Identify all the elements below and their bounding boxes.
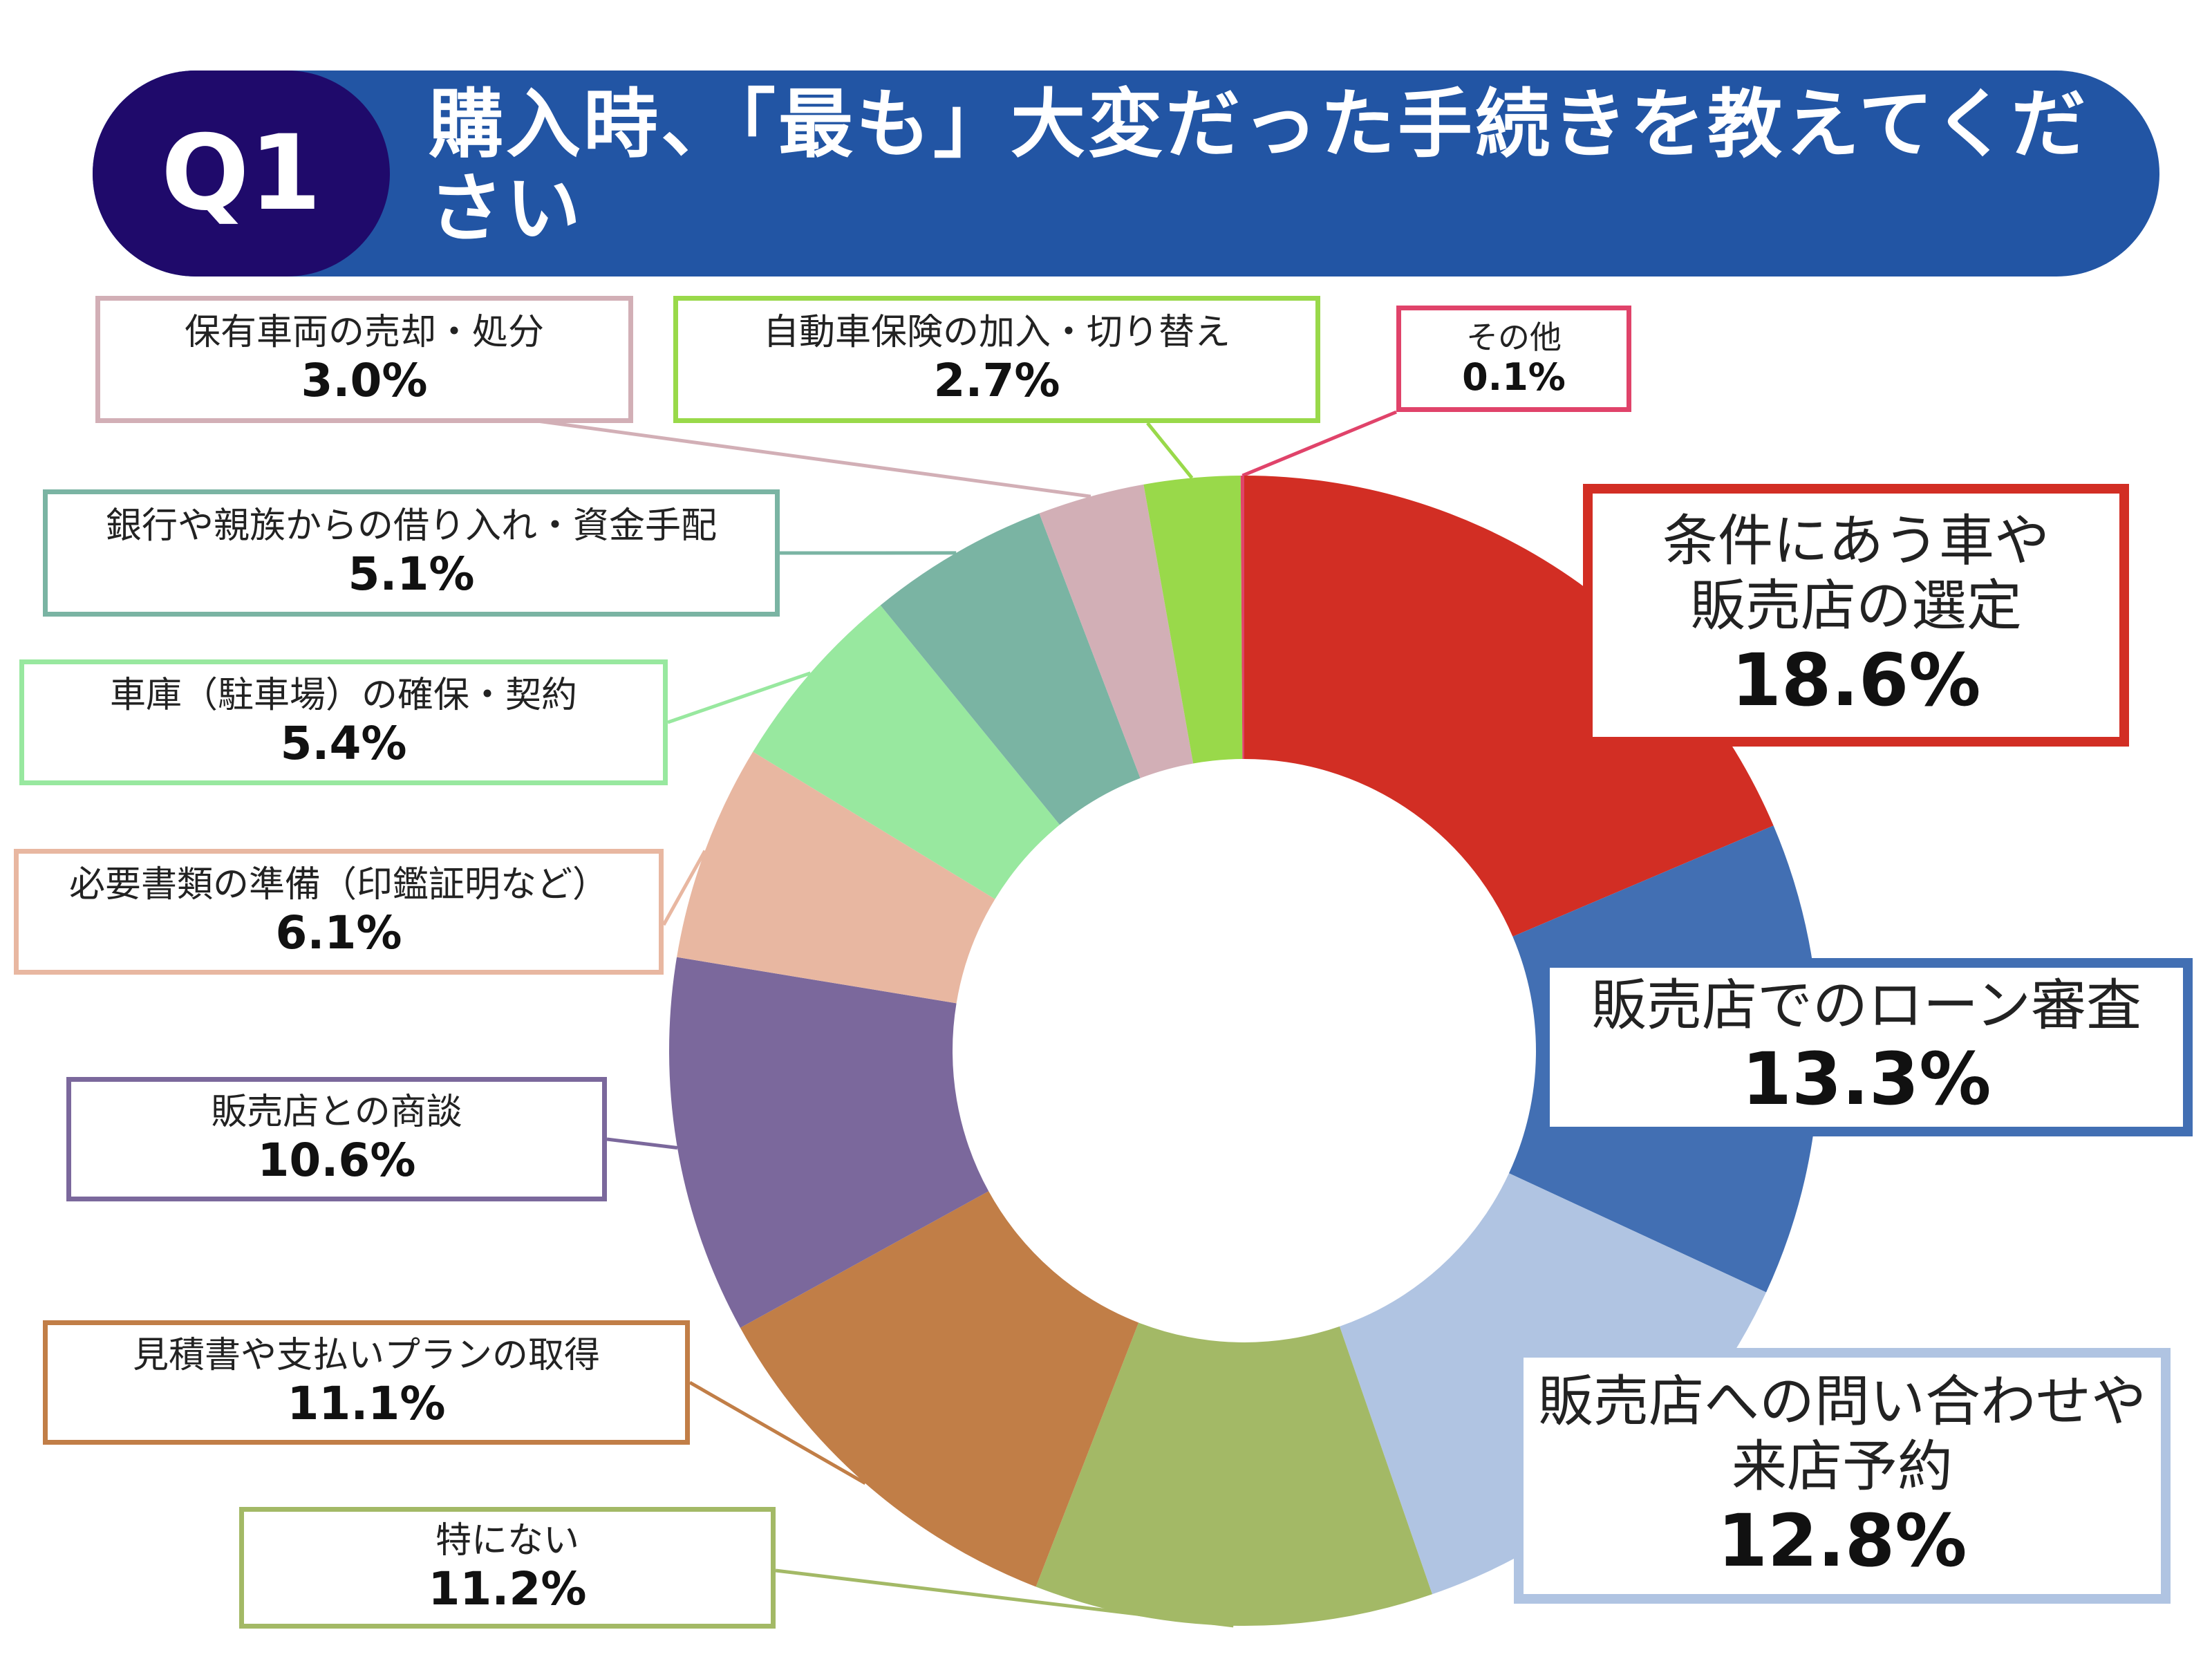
leader-line-7 [667, 671, 812, 724]
slice-label-box: 条件にあう車や 販売店の選定 18.6% [1583, 484, 2129, 747]
slice-5 [668, 957, 989, 1328]
slice-label-box: 銀行や親族からの借り入れ・資金手配 5.1% [43, 489, 780, 617]
slice-label-value: 3.0% [301, 353, 428, 407]
title-bar [93, 71, 2159, 276]
slice-label-name: 銀行や親族からの借り入れ・資金手配 [105, 505, 717, 547]
slice-label-box: 特にない 11.2% [239, 1507, 776, 1629]
slice-label-name: その他 [1466, 318, 1562, 356]
slice-label-name: 自動車保険の加入・切り替え [762, 312, 1230, 354]
slice-label-name: 販売店でのローン審査 [1591, 973, 2141, 1038]
slice-label-name: 販売店の選定 [1690, 574, 2022, 639]
slice-label-box: 自動車保険の加入・切り替え 2.7% [673, 296, 1320, 423]
slice-label-box: 販売店との商談 10.6% [66, 1077, 607, 1201]
slice-label-value: 11.2% [428, 1562, 587, 1615]
slice-9 [1039, 484, 1194, 778]
leader-line-5 [606, 1137, 678, 1150]
slice-label-value: 18.6% [1731, 637, 1981, 722]
slice-label-name: 見積書や支払いプランの取得 [132, 1335, 600, 1377]
slice-label-name: 特にない [435, 1520, 579, 1562]
slice-3 [1035, 1322, 1432, 1626]
slice-label-value: 5.4% [280, 716, 407, 770]
leader-line-10 [1146, 422, 1194, 480]
slice-10 [1143, 476, 1243, 764]
slice-label-name: 条件にあう車や [1662, 508, 2050, 573]
slice-8 [880, 513, 1141, 825]
slice-7 [753, 605, 1060, 899]
slice-label-value: 2.7% [933, 353, 1060, 407]
slice-6 [677, 751, 995, 1004]
slice-label-name: 販売店への問い合わせや [1538, 1369, 2146, 1434]
leader-line-11 [1241, 410, 1397, 478]
slice-0 [1244, 476, 1774, 937]
slice-label-name: 車庫（駐車場）の確保・契約 [109, 675, 577, 717]
donut-slices [668, 476, 1819, 1626]
slice-label-name: 必要書類の準備（印鑑証明など） [68, 864, 608, 906]
slice-label-box: その他 0.1% [1396, 306, 1631, 412]
question-title: 購入時、「最も」大変だった手続きを教えてください [429, 82, 2089, 252]
slice-label-box: 販売店への問い合わせや 来店予約 12.8% [1514, 1348, 2171, 1604]
slice-label-value: 11.1% [287, 1376, 446, 1430]
slice-11 [1240, 476, 1244, 760]
slice-label-box: 必要書類の準備（印鑑証明など） 6.1% [14, 849, 664, 975]
slice-label-box: 販売店でのローン審査 13.3% [1540, 958, 2193, 1136]
question-badge [93, 71, 390, 276]
slice-label-box: 保有車両の売却・処分 3.0% [95, 296, 633, 423]
slice-label-value: 13.3% [1741, 1037, 1991, 1122]
slice-4 [740, 1191, 1139, 1587]
slice-label-name: 保有車両の売却・処分 [184, 312, 544, 354]
leader-line-9 [532, 418, 1091, 498]
slice-label-value: 12.8% [1717, 1498, 1967, 1583]
slice-label-name: 販売店との商談 [211, 1091, 462, 1134]
slice-label-box: 車庫（駐車場）の確保・契約 5.4% [19, 659, 668, 785]
slice-label-name: 来店予約 [1732, 1434, 1953, 1499]
slice-label-value: 10.6% [257, 1133, 416, 1187]
leader-line-4 [688, 1380, 866, 1485]
slice-label-value: 5.1% [348, 547, 475, 601]
question-number: Q1 [161, 113, 321, 234]
leader-lines [532, 410, 1397, 1628]
leader-line-6 [662, 850, 707, 926]
slice-label-box: 見積書や支払いプランの取得 11.1% [43, 1320, 690, 1445]
slice-label-value: 6.1% [275, 906, 402, 959]
slice-label-value: 0.1% [1462, 355, 1566, 400]
